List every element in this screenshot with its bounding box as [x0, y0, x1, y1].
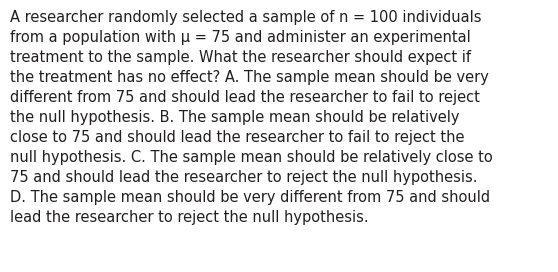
- Text: A researcher randomly selected a sample of n = 100 individuals
from a population: A researcher randomly selected a sample …: [10, 10, 493, 225]
